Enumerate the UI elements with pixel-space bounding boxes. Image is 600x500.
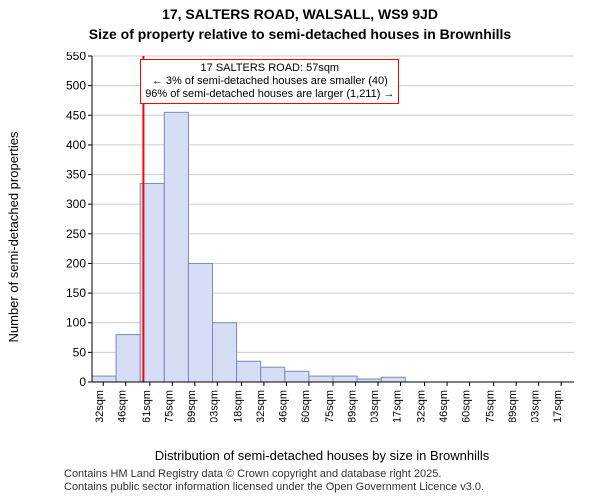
svg-text:150: 150	[66, 286, 86, 300]
annotation-box: 17 SALTERS ROAD: 57sqm ← 3% of semi-deta…	[140, 59, 399, 104]
footnote-line-1: Contains HM Land Registry data © Crown c…	[64, 468, 580, 481]
annotation-line-2: ← 3% of semi-detached houses are smaller…	[145, 75, 394, 88]
chart-root: { "title1": "17, SALTERS ROAD, WALSALL, …	[0, 0, 600, 500]
svg-text:132sqm: 132sqm	[255, 390, 267, 422]
svg-text:260sqm: 260sqm	[461, 390, 473, 422]
histogram-bar	[309, 376, 333, 382]
svg-text:146sqm: 146sqm	[277, 390, 289, 422]
histogram-bar	[213, 323, 237, 382]
svg-text:232sqm: 232sqm	[416, 390, 428, 422]
page-title: 17, SALTERS ROAD, WALSALL, WS9 9JD	[0, 6, 600, 22]
svg-text:303sqm: 303sqm	[530, 390, 542, 422]
plot-area: 0 50 100 150 200 250 300 350 400 450 500 550 32sqm 46…	[64, 52, 580, 422]
histogram-svg: 0 50 100 150 200 250 300 350 400 450 500 550 32sqm 46…	[64, 52, 580, 422]
svg-text:32sqm: 32sqm	[94, 390, 106, 422]
svg-text:450: 450	[66, 108, 86, 122]
histogram-bar	[188, 263, 212, 382]
histogram-bar	[381, 377, 405, 382]
footnote: Contains HM Land Registry data © Crown c…	[64, 468, 580, 494]
svg-text:200: 200	[66, 256, 86, 270]
histogram-bar	[261, 367, 285, 382]
svg-text:289sqm: 289sqm	[507, 390, 519, 422]
annotation-line-1: 17 SALTERS ROAD: 57sqm	[145, 62, 394, 75]
svg-text:203sqm: 203sqm	[369, 390, 381, 422]
svg-text:189sqm: 189sqm	[346, 390, 358, 422]
svg-text:217sqm: 217sqm	[391, 390, 403, 422]
svg-text:0: 0	[79, 375, 86, 389]
histogram-bar	[285, 371, 309, 382]
svg-text:317sqm: 317sqm	[552, 390, 564, 422]
svg-text:400: 400	[66, 138, 86, 152]
histogram-bar	[237, 361, 261, 382]
histogram-bar	[92, 376, 116, 382]
svg-text:250: 250	[66, 227, 86, 241]
histogram-bar	[116, 335, 140, 382]
y-axis-label: Number of semi-detached properties	[6, 52, 26, 422]
svg-text:246sqm: 246sqm	[438, 390, 450, 422]
svg-text:75sqm: 75sqm	[163, 390, 175, 422]
svg-text:160sqm: 160sqm	[300, 390, 312, 422]
svg-text:89sqm: 89sqm	[186, 390, 198, 422]
histogram-bar	[164, 112, 188, 382]
svg-text:275sqm: 275sqm	[485, 390, 497, 422]
svg-text:50: 50	[73, 345, 87, 359]
svg-text:118sqm: 118sqm	[232, 390, 244, 422]
svg-text:46sqm: 46sqm	[117, 390, 129, 422]
footnote-line-2: Contains public sector information licen…	[64, 481, 580, 494]
svg-text:300: 300	[66, 197, 86, 211]
svg-text:175sqm: 175sqm	[324, 390, 336, 422]
svg-text:100: 100	[66, 316, 86, 330]
svg-text:61sqm: 61sqm	[141, 390, 153, 422]
svg-text:500: 500	[66, 79, 86, 93]
svg-text:350: 350	[66, 168, 86, 182]
x-axis-label: Distribution of semi-detached houses by …	[64, 448, 580, 463]
svg-text:103sqm: 103sqm	[208, 390, 220, 422]
histogram-bar	[333, 376, 357, 382]
annotation-line-3: 96% of semi-detached houses are larger (…	[145, 88, 394, 101]
svg-text:550: 550	[66, 52, 86, 63]
page-subtitle: Size of property relative to semi-detach…	[0, 26, 600, 42]
